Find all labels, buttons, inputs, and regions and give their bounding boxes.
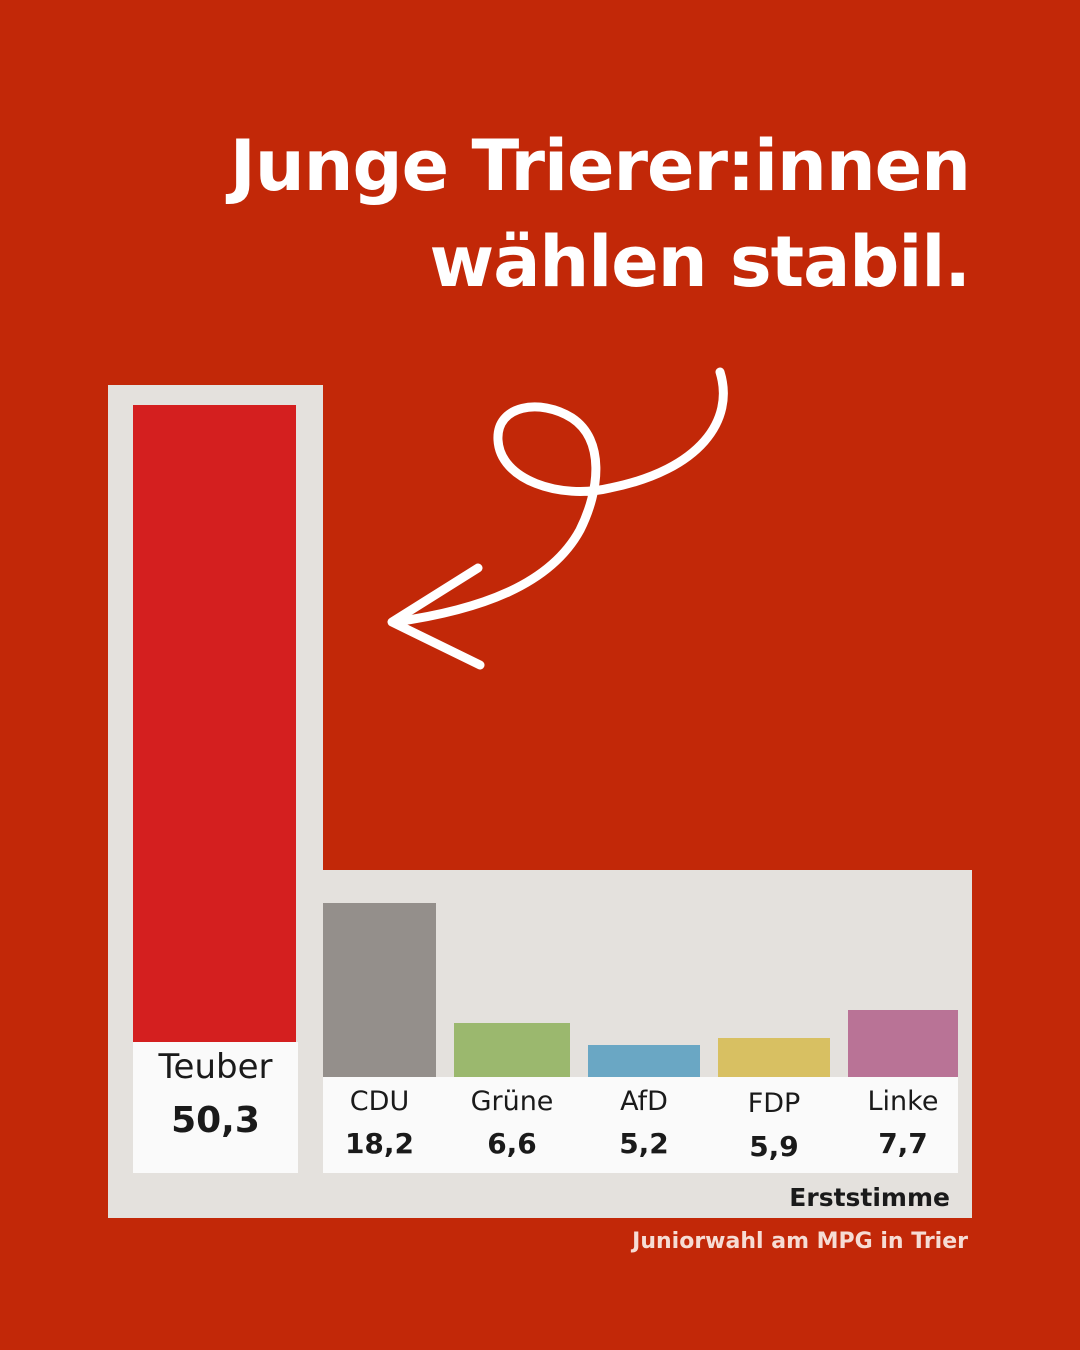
headline-line-1: Junge Trierer:innen [229, 125, 971, 207]
source-note: Juniorwahl am MPG in Trier [632, 1229, 968, 1254]
label-linke: Linke [867, 1086, 939, 1117]
label-cdu: CDU [349, 1086, 410, 1117]
label-box-parties [323, 1077, 958, 1173]
chart-caption: Erststimme [789, 1183, 950, 1212]
bar-gruene [454, 1023, 570, 1077]
label-gruene: Grüne [470, 1086, 554, 1117]
loop-arrow-icon [387, 367, 728, 670]
bar-cdu [323, 903, 436, 1077]
headline-line-2: wählen stabil. [429, 221, 971, 303]
value-cdu: 18,2 [344, 1127, 415, 1160]
value-linke: 7,7 [878, 1127, 928, 1160]
value-gruene: 6,6 [487, 1127, 537, 1160]
label-box-teuber [133, 1042, 298, 1173]
bar-linke [848, 1010, 958, 1077]
label-fdp: FDP [747, 1088, 801, 1119]
label-afd: AfD [620, 1086, 668, 1117]
bar-teuber [133, 405, 296, 1042]
value-afd: 5,2 [619, 1127, 669, 1160]
value-fdp: 5,9 [749, 1130, 799, 1163]
bar-afd [588, 1045, 700, 1077]
label-teuber: Teuber [158, 1047, 273, 1087]
bar-fdp [718, 1038, 830, 1077]
headline: Junge Trierer:innen wählen stabil. [229, 118, 971, 310]
value-teuber: 50,3 [171, 1100, 260, 1141]
